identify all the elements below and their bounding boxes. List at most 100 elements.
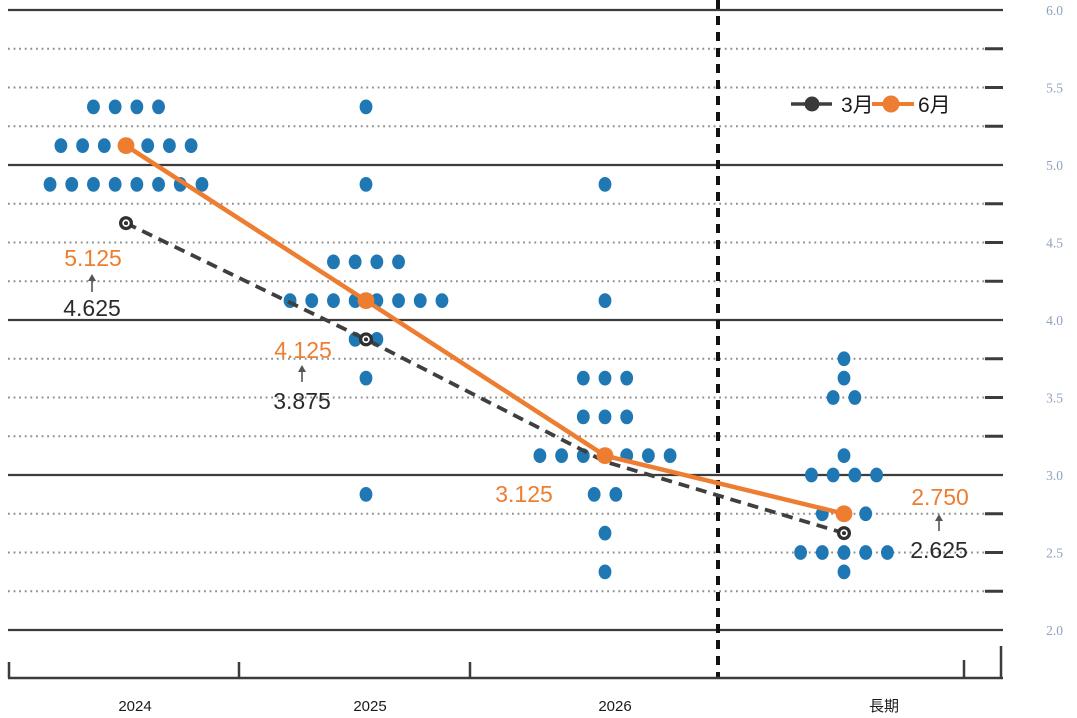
projection-dot <box>533 448 547 464</box>
projection-dot <box>54 138 68 154</box>
x-tick-label: 2025 <box>353 698 386 715</box>
projection-dot <box>359 486 373 502</box>
projection-dot <box>598 525 612 541</box>
june-median-marker <box>357 292 375 310</box>
projection-dot <box>598 409 612 425</box>
annotation-arrowhead <box>88 274 96 281</box>
june-median-label: 5.125 <box>64 245 122 271</box>
projection-dot <box>620 409 634 425</box>
projection-dot <box>130 176 144 192</box>
projection-dot <box>65 176 79 192</box>
y-tick-label: 2.0 <box>1046 623 1063 638</box>
projection-dot <box>97 138 111 154</box>
projection-dot <box>815 545 829 560</box>
projection-dot <box>837 351 851 367</box>
projection-dot <box>108 176 122 192</box>
x-tick-label: 2026 <box>598 698 631 715</box>
y-tick-label: 3.5 <box>1046 391 1063 406</box>
projection-dot <box>859 506 873 522</box>
y-tick-label: 6.0 <box>1046 3 1063 18</box>
march-median-marker <box>837 526 851 541</box>
projection-dot <box>359 99 373 115</box>
y-tick-label: 5.0 <box>1046 158 1063 173</box>
march-median-line <box>125 221 845 535</box>
projection-dot <box>108 99 122 115</box>
projection-dot <box>130 99 144 115</box>
projection-dot <box>370 254 384 270</box>
projection-dot <box>598 564 612 580</box>
projection-dot <box>870 467 883 483</box>
legend-item-june: 6月 <box>872 94 951 117</box>
projection-dot <box>435 293 449 309</box>
projection-dot <box>87 99 100 115</box>
projection-dot <box>152 176 165 192</box>
projection-dot <box>305 293 319 309</box>
legend-label-june: 6月 <box>918 94 951 117</box>
projection-dot <box>794 545 807 560</box>
y-tick-label: 4.5 <box>1046 236 1063 251</box>
projection-dot <box>587 486 601 502</box>
projection-dot <box>141 138 155 154</box>
june-median-label: 4.125 <box>274 337 332 363</box>
projection-dot <box>152 99 165 115</box>
projection-dot <box>805 467 818 483</box>
march-median-marker <box>359 332 373 347</box>
projection-dot <box>826 467 840 483</box>
legend-label-march: 3月 <box>841 94 874 117</box>
projection-dot <box>576 409 590 425</box>
projection-dot <box>392 254 405 270</box>
projection-dot <box>163 138 176 154</box>
annotation-arrowhead <box>298 365 306 372</box>
legend: 3月 6月 <box>791 94 951 117</box>
projection-dot <box>87 176 100 192</box>
june-median-marker <box>835 505 853 523</box>
march-marker-sample <box>804 96 820 112</box>
projection-dot <box>392 293 405 309</box>
annotation-arrowhead <box>935 514 943 521</box>
projection-dot <box>76 138 89 154</box>
march-median-label: 3.875 <box>273 388 331 414</box>
projection-dot <box>859 545 873 560</box>
projection-dot <box>327 254 340 270</box>
projection-dot <box>848 467 862 483</box>
projection-dot <box>598 176 612 192</box>
projection-dot <box>848 390 862 405</box>
projection-dot <box>359 370 373 386</box>
june-marker-sample <box>882 95 900 113</box>
y-tick-label: 2.5 <box>1046 546 1063 561</box>
legend-item-march: 3月 <box>791 94 874 117</box>
projection-dot <box>609 486 623 502</box>
x-tick-label: 長期 <box>869 698 899 715</box>
march-median-marker <box>119 216 133 231</box>
march-median-label: 4.625 <box>63 295 121 321</box>
y-tick-label: 3.0 <box>1046 468 1063 483</box>
projection-dot <box>576 370 590 386</box>
june-median-label: 3.125 <box>495 481 553 507</box>
projection-dot <box>598 293 612 309</box>
projection-dot <box>837 370 851 386</box>
projection-dot <box>598 370 612 386</box>
projection-dot <box>837 448 851 464</box>
projection-dot <box>359 176 373 192</box>
projection-dot <box>881 545 894 560</box>
june-median-label: 2.750 <box>911 484 969 510</box>
projection-dot <box>43 176 57 192</box>
june-median-marker <box>596 447 614 465</box>
projection-dot <box>663 448 677 464</box>
y-tick-label: 5.5 <box>1046 81 1063 96</box>
x-tick-label: 2024 <box>118 698 151 715</box>
projection-dot <box>413 293 427 309</box>
projection-dot <box>555 448 568 464</box>
projection-dot <box>837 545 851 560</box>
projection-dot <box>826 390 840 405</box>
june-median-line <box>124 143 845 516</box>
projection-dot <box>348 254 362 270</box>
projection-dot <box>620 370 634 386</box>
y-tick-label: 4.0 <box>1046 313 1063 328</box>
projection-dot <box>184 138 198 154</box>
march-median-label: 2.625 <box>910 537 968 563</box>
projection-dot <box>327 293 340 309</box>
projection-dot <box>837 564 851 580</box>
